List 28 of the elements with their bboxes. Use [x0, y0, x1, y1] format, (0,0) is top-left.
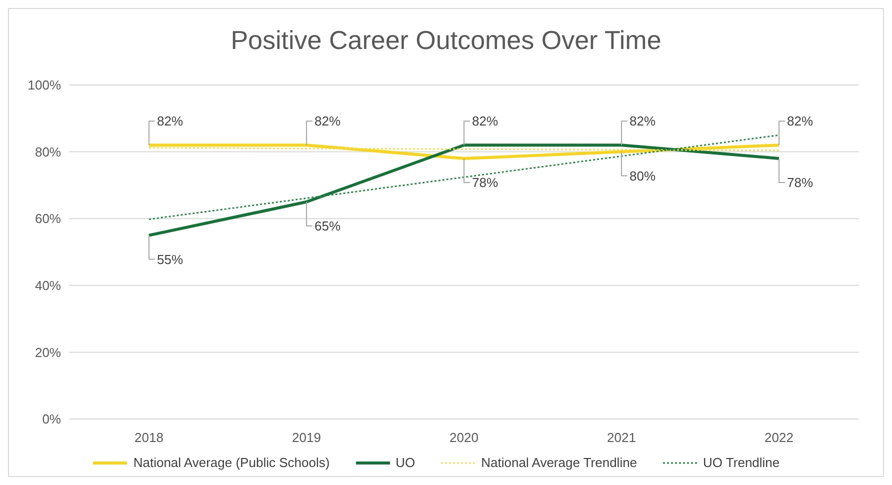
x-tick-label: 2020 [450, 430, 478, 446]
x-tick-label: 2021 [607, 430, 636, 446]
data-label: 82% [157, 114, 184, 129]
legend-label: National Average Trendline [480, 455, 638, 470]
data-label: 82% [630, 114, 656, 129]
legend-label: National Average (Public Schools) [132, 455, 330, 470]
data-label: 80% [630, 168, 656, 184]
data-label: 78% [787, 175, 814, 190]
y-tick-label: 0% [42, 412, 62, 427]
data-label: 82% [787, 114, 814, 129]
y-tick-label: 100% [28, 78, 62, 93]
legend-label: UO [394, 455, 416, 470]
x-tick-label: 2018 [134, 430, 164, 446]
chart-title: Positive Career Outcomes Over Time [230, 25, 662, 57]
y-tick-label: 60% [34, 211, 62, 226]
data-label: 65% [314, 218, 341, 234]
x-tick-label: 2019 [292, 430, 321, 446]
data-label: 82% [314, 114, 341, 129]
y-tick-label: 20% [34, 344, 62, 360]
line-series [148, 144, 780, 237]
data-label: 55% [157, 252, 184, 267]
legend-label: UO Trendline [702, 455, 780, 470]
data-label: 78% [472, 175, 498, 190]
line-series [148, 134, 780, 220]
data-label: 82% [472, 114, 498, 129]
y-tick-label: 40% [34, 278, 62, 294]
x-tick-label: 2022 [764, 430, 794, 446]
y-tick-label: 80% [34, 144, 62, 160]
